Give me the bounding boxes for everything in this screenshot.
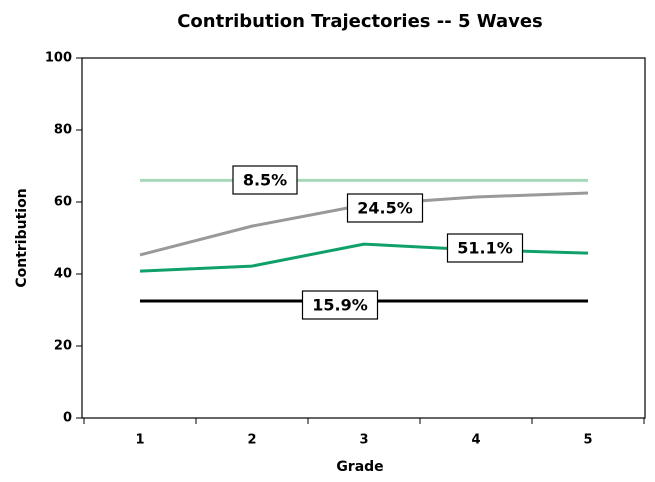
x-tick-label: 4 <box>471 433 480 448</box>
label-box <box>346 193 424 223</box>
y-tick-label: 40 <box>54 267 72 282</box>
y-tick-label: 100 <box>45 51 72 66</box>
y-tick-label: 80 <box>54 123 72 138</box>
x-tick-label: 5 <box>583 433 592 448</box>
label-box <box>301 290 379 320</box>
x-tick-label: 3 <box>359 433 368 448</box>
series-label: 24.5% <box>357 199 413 218</box>
x-tick-label: 1 <box>135 433 144 448</box>
y-tick-label: 0 <box>63 411 72 426</box>
x-axis-label: Grade <box>336 459 383 475</box>
x-tick-label: 2 <box>247 433 256 448</box>
series-label: 15.9% <box>312 296 368 315</box>
label-box <box>232 165 298 195</box>
chart-title: Contribution Trajectories -- 5 Waves <box>177 11 543 32</box>
plot-frame <box>81 57 646 419</box>
y-tick-label: 60 <box>54 195 72 210</box>
y-tick-label: 20 <box>54 339 72 354</box>
series-label: 8.5% <box>243 171 287 190</box>
y-axis-label: Contribution <box>14 188 30 287</box>
label-box <box>446 233 524 263</box>
series-label: 51.1% <box>457 239 513 258</box>
